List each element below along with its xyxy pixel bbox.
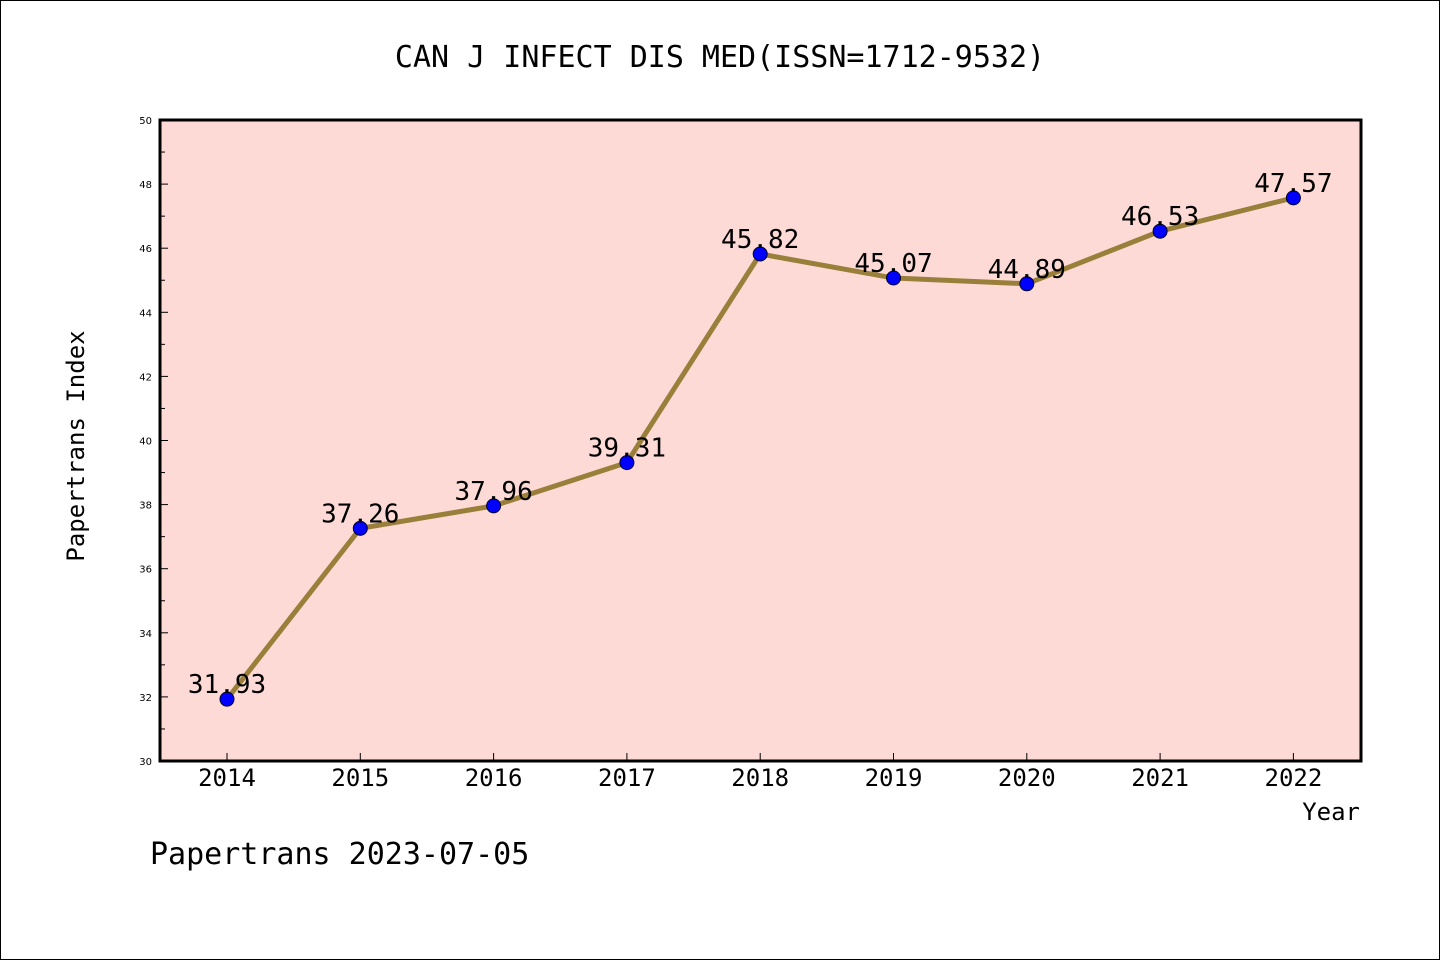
x-tick-label: 2021 [1131,764,1189,792]
x-tick-label: 2016 [465,764,523,792]
plot-border [158,118,1363,763]
y-tick-label: 46 [139,244,152,255]
x-tick-label: 2017 [598,764,656,792]
data-point [486,498,502,514]
y-tick-label: 32 [139,693,152,704]
y-tick-label: 36 [139,565,152,576]
data-point [1285,190,1301,206]
data-point [886,270,901,286]
x-tick-label: 2014 [198,764,256,792]
data-label: 44.89 [988,255,1066,285]
data-labels: 31.93 37.26 37.96 39.31 45.82 45.07 44.89 46.53… [188,169,1333,700]
data-point [352,520,368,536]
data-label: 45.07 [854,249,932,279]
y-tick-label: 34 [139,629,152,640]
x-tick-label: 2022 [1265,764,1323,792]
data-point [219,691,235,707]
y-tick-label: 42 [139,372,152,383]
data-label: 39.31 [588,434,666,464]
x-axis-label: Year [1302,798,1360,826]
data-label: 47.57 [1254,169,1332,199]
data-label: 31.93 [188,670,266,700]
data-label: 46.53 [1121,202,1199,232]
data-point [619,455,635,471]
x-tick-label: 2019 [865,764,923,792]
y-tick-label: 44 [139,308,152,319]
data-label: 37.26 [321,499,399,529]
y-tick-label: 50 [139,116,152,127]
data-point [752,246,768,262]
x-tick-label: 2015 [331,764,389,792]
x-axis-ticks: 2014 2015 2016 2017 2018 2019 2020 2021 2022 [198,753,1322,792]
y-tick-label: 40 [139,437,152,448]
x-tick-label: 2020 [998,764,1056,792]
data-label: 37.96 [454,477,532,507]
data-point [1152,223,1168,239]
x-tick-label: 2018 [731,764,789,792]
footer-date: Papertrans 2023-07-05 [150,837,529,872]
data-markers [219,190,1301,707]
data-label: 45.82 [721,225,799,255]
data-point [1019,276,1035,292]
y-tick-label: 30 [139,757,152,768]
y-axis-label: Papertrans Index [62,330,90,561]
y-tick-label: 38 [139,501,152,512]
y-tick-label: 48 [139,180,152,191]
chart-title: CAN J INFECT DIS MED(ISSN=1712-9532) [395,40,1045,75]
